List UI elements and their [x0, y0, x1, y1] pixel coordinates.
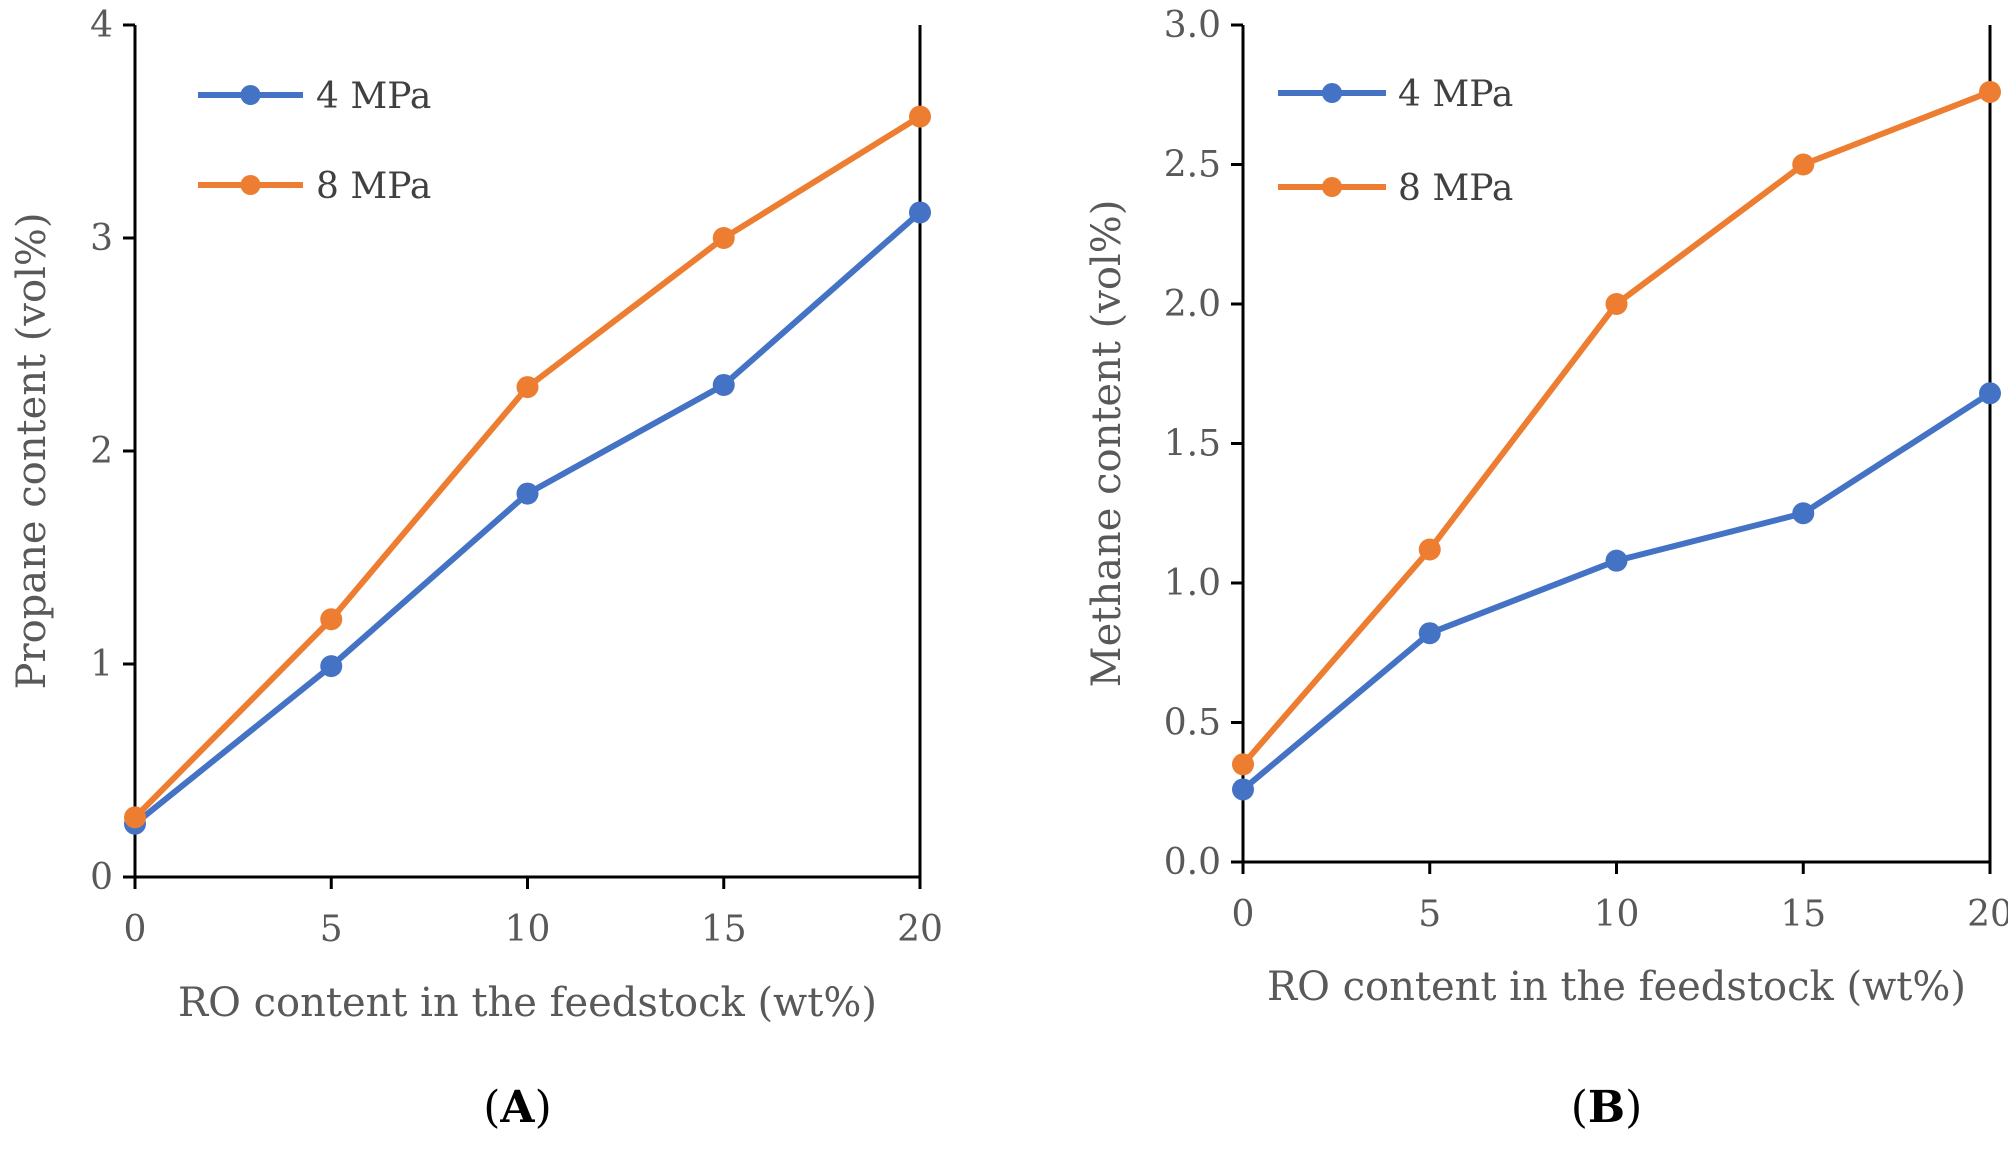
data-point	[1605, 293, 1628, 315]
x-tick-label: 20	[1967, 894, 2008, 935]
data-point	[712, 373, 735, 396]
data-point	[1232, 753, 1254, 776]
y-tick-label: 1.0	[1164, 563, 1221, 604]
y-tick-label: 1.5	[1164, 424, 1221, 465]
data-point	[1605, 549, 1628, 572]
x-tick-label: 10	[1594, 894, 1640, 935]
data-point	[320, 655, 343, 678]
data-point	[1232, 778, 1254, 801]
data-point	[516, 482, 539, 505]
legend-marker	[1322, 83, 1342, 103]
panel-label: (A)	[483, 1082, 551, 1133]
series-line-4-mpa	[1241, 390, 1992, 792]
panel-label: (B)	[1571, 1082, 1643, 1133]
data-point	[1418, 538, 1441, 561]
chart-panel-A: 0 1 2 3 4 0 5 10 15 20 RO content in the feedstock…	[9, 5, 943, 1133]
y-tick-label: 2	[90, 431, 113, 472]
data-point	[320, 608, 343, 631]
legend-label: 4 MPa	[1398, 74, 1513, 115]
y-tick-label: 0.5	[1164, 703, 1221, 744]
y-tick-label: 1	[90, 644, 113, 685]
data-point	[1792, 153, 1815, 176]
series-line-4-mpa	[133, 210, 922, 827]
x-tick-label: 15	[701, 909, 747, 950]
series-line-8-mpa	[1240, 89, 1992, 767]
x-axis-title: RO content in the feedstock (wt%)	[178, 980, 877, 1026]
x-tick-label: 10	[505, 909, 551, 950]
y-tick-label: 2.0	[1164, 284, 1221, 325]
x-tick-label: 5	[1418, 894, 1441, 935]
y-tick-label: 2.5	[1164, 145, 1221, 186]
y-tick-label: 0	[90, 857, 113, 898]
data-point	[1979, 382, 2001, 405]
legend-label: 4 MPa	[316, 76, 431, 117]
x-tick-label: 20	[897, 909, 943, 950]
data-point	[712, 227, 735, 249]
legend-label: 8 MPa	[316, 166, 431, 207]
y-tick-label: 4	[90, 5, 113, 46]
data-point	[1979, 80, 2001, 103]
legend-label: 8 MPa	[1398, 168, 1513, 209]
legend-marker	[240, 85, 261, 105]
x-axis-title: RO content in the feedstock (wt%)	[1267, 964, 1966, 1010]
data-point	[909, 201, 931, 224]
legend-marker	[240, 175, 261, 195]
legend-marker	[1322, 177, 1342, 197]
data-point	[516, 376, 539, 399]
data-point	[1792, 502, 1815, 525]
series-line-8-mpa	[132, 114, 922, 820]
y-axis-title: Propane content (vol%)	[9, 213, 55, 690]
y-tick-label: 3	[90, 218, 113, 259]
y-tick-label: 0.0	[1164, 842, 1221, 883]
y-axis-title: Methane content (vol%)	[1084, 200, 1130, 688]
y-tick-label: 3.0	[1164, 5, 1221, 46]
x-tick-label: 15	[1780, 894, 1826, 935]
x-tick-label: 5	[320, 909, 343, 950]
x-tick-label: 0	[124, 909, 147, 950]
data-point	[909, 105, 931, 128]
x-tick-label: 0	[1232, 894, 1255, 935]
data-point	[1418, 622, 1441, 645]
data-point	[124, 806, 146, 829]
